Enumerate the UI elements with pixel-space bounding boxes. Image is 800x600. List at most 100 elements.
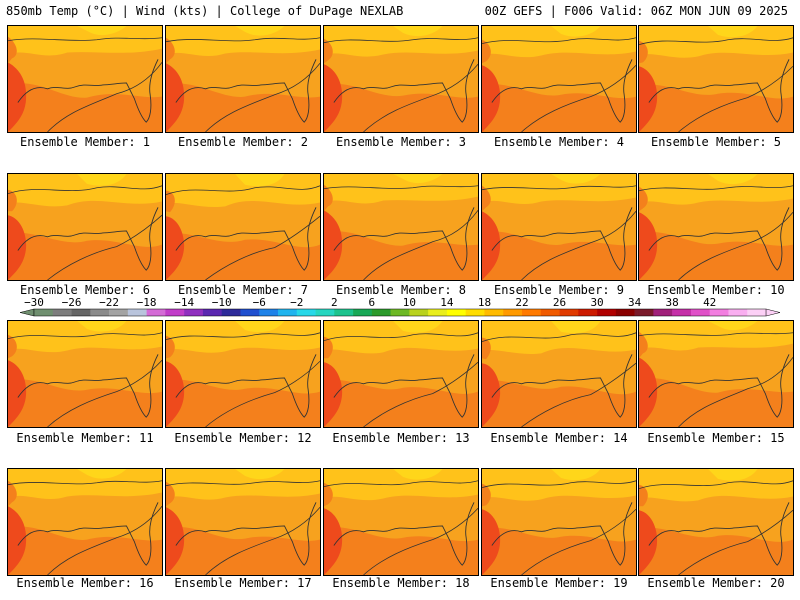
colorbar-swatch bbox=[71, 309, 91, 316]
colorbar-tick-label: −6 bbox=[253, 296, 266, 309]
ensemble-member-map bbox=[7, 25, 163, 133]
colorbar-swatch bbox=[428, 309, 448, 316]
colorbar-swatch bbox=[578, 309, 598, 316]
ensemble-member-caption: Ensemble Member: 14 bbox=[490, 431, 628, 445]
ensemble-member-caption: Ensemble Member: 3 bbox=[335, 135, 467, 149]
colorbar-swatch bbox=[315, 309, 335, 316]
colorbar-swatch bbox=[390, 309, 410, 316]
ensemble-member-map bbox=[481, 468, 637, 576]
ensemble-member-map bbox=[638, 25, 794, 133]
colorbar-swatch bbox=[747, 309, 767, 316]
colorbar-tick-label: 2 bbox=[331, 296, 338, 309]
ensemble-member-caption: Ensemble Member: 4 bbox=[493, 135, 625, 149]
ensemble-member-map bbox=[481, 25, 637, 133]
ensemble-member-caption: Ensemble Member: 13 bbox=[332, 431, 470, 445]
colorbar-swatch bbox=[709, 309, 729, 316]
colorbar-tick-label: 34 bbox=[628, 296, 642, 309]
colorbar-tick-label: −30 bbox=[24, 296, 44, 309]
ensemble-member-map bbox=[323, 173, 479, 281]
colorbar-swatch bbox=[184, 309, 204, 316]
colorbar-low-arrow bbox=[19, 308, 35, 317]
ensemble-member-map bbox=[323, 468, 479, 576]
ensemble-member-map bbox=[165, 320, 321, 428]
colorbar-swatch bbox=[52, 309, 72, 316]
colorbar-tick-label: −18 bbox=[137, 296, 157, 309]
colorbar-swatch bbox=[334, 309, 354, 316]
ensemble-member-map bbox=[165, 173, 321, 281]
ensemble-member-map bbox=[323, 320, 479, 428]
colorbar-tick-label: −14 bbox=[174, 296, 194, 309]
product-title: 850mb Temp (°C) | Wind (kts) | College o… bbox=[6, 4, 404, 18]
colorbar-outline bbox=[33, 308, 767, 317]
ensemble-member-caption: Ensemble Member: 10 bbox=[647, 283, 785, 297]
ensemble-member-caption: Ensemble Member: 18 bbox=[332, 576, 470, 590]
colorbar-swatch bbox=[221, 309, 241, 316]
colorbar-swatch bbox=[165, 309, 185, 316]
colorbar-swatch bbox=[690, 309, 710, 316]
colorbar-swatch bbox=[127, 309, 147, 316]
colorbar-swatch bbox=[653, 309, 673, 316]
colorbar-tick-label: 6 bbox=[369, 296, 376, 309]
ensemble-member-caption: Ensemble Member: 9 bbox=[493, 283, 625, 297]
colorbar-swatch bbox=[371, 309, 391, 316]
colorbar-swatch bbox=[34, 309, 54, 316]
colorbar-tick-label: 26 bbox=[553, 296, 566, 309]
ensemble-member-map bbox=[7, 468, 163, 576]
colorbar-swatch bbox=[353, 309, 373, 316]
colorbar-swatch bbox=[559, 309, 579, 316]
ensemble-member-caption: Ensemble Member: 5 bbox=[650, 135, 782, 149]
ensemble-member-map bbox=[7, 320, 163, 428]
colorbar-tick-label: −26 bbox=[62, 296, 82, 309]
run-valid-time: 00Z GEFS | F006 Valid: 06Z MON JUN 09 20… bbox=[484, 4, 788, 18]
colorbar-swatch bbox=[597, 309, 617, 316]
ensemble-member-map bbox=[323, 25, 479, 133]
colorbar-tick-label: 18 bbox=[478, 296, 491, 309]
ensemble-member-caption: Ensemble Member: 17 bbox=[174, 576, 312, 590]
colorbar-tick-label: 22 bbox=[515, 296, 528, 309]
ensemble-member-caption: Ensemble Member: 19 bbox=[490, 576, 628, 590]
colorbar-swatch bbox=[540, 309, 560, 316]
ensemble-member-map bbox=[638, 468, 794, 576]
colorbar-swatch bbox=[672, 309, 692, 316]
ensemble-member-caption: Ensemble Member: 8 bbox=[335, 283, 467, 297]
colorbar-tick-label: −10 bbox=[212, 296, 232, 309]
ensemble-member-map bbox=[165, 25, 321, 133]
colorbar-tick-label: −22 bbox=[99, 296, 119, 309]
ensemble-member-caption: Ensemble Member: 2 bbox=[177, 135, 309, 149]
ensemble-member-caption: Ensemble Member: 1 bbox=[19, 135, 151, 149]
colorbar-swatch bbox=[484, 309, 504, 316]
colorbar-tick-label: 42 bbox=[703, 296, 716, 309]
ensemble-member-map bbox=[165, 468, 321, 576]
ensemble-member-map bbox=[638, 320, 794, 428]
colorbar-swatch bbox=[296, 309, 316, 316]
ensemble-member-map bbox=[7, 173, 163, 281]
colorbar-swatch bbox=[202, 309, 222, 316]
colorbar-swatch bbox=[109, 309, 129, 316]
ensemble-member-caption: Ensemble Member: 6 bbox=[19, 283, 151, 297]
colorbar-swatch bbox=[446, 309, 466, 316]
ensemble-member-caption: Ensemble Member: 16 bbox=[16, 576, 154, 590]
colorbar-swatch bbox=[522, 309, 542, 316]
ensemble-member-map bbox=[481, 173, 637, 281]
ensemble-member-map bbox=[481, 320, 637, 428]
colorbar-swatch bbox=[240, 309, 260, 316]
ensemble-member-caption: Ensemble Member: 7 bbox=[177, 283, 309, 297]
colorbar-tick-label: 38 bbox=[666, 296, 679, 309]
ensemble-member-caption: Ensemble Member: 15 bbox=[647, 431, 785, 445]
colorbar-swatch bbox=[503, 309, 523, 316]
colorbar-tick-label: −2 bbox=[290, 296, 303, 309]
colorbar-swatch bbox=[728, 309, 748, 316]
colorbar-swatch bbox=[259, 309, 279, 316]
ensemble-member-map bbox=[638, 173, 794, 281]
colorbar-tick-label: 30 bbox=[590, 296, 603, 309]
colorbar-swatch bbox=[90, 309, 110, 316]
colorbar-swatch bbox=[615, 309, 635, 316]
colorbar-swatch bbox=[409, 309, 429, 316]
temperature-colorbar: −30 −26 −22 −18 −14 −10 −6 −2 2 6 10 14 18 22 26 30 34 38… bbox=[19, 296, 781, 317]
colorbar-high-arrow bbox=[765, 308, 781, 317]
colorbar-swatch bbox=[634, 309, 654, 316]
colorbar-swatch bbox=[278, 309, 298, 316]
colorbar-swatch bbox=[146, 309, 166, 316]
ensemble-member-caption: Ensemble Member: 11 bbox=[16, 431, 154, 445]
ensemble-member-caption: Ensemble Member: 20 bbox=[647, 576, 785, 590]
